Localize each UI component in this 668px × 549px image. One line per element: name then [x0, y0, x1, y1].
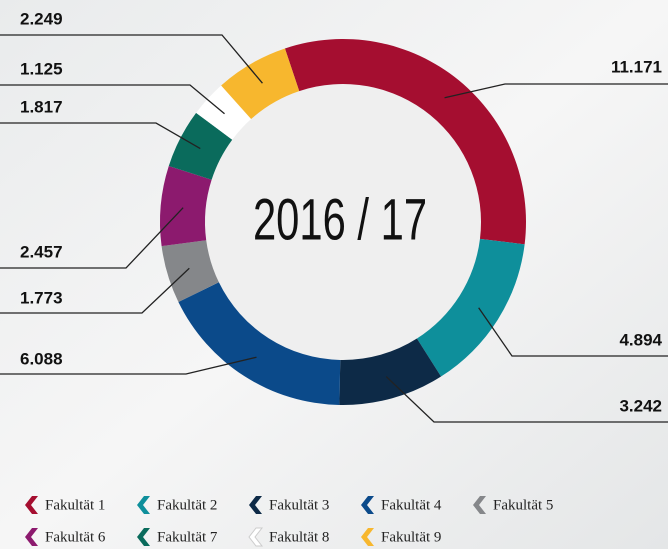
chart-title: 2016 / 17 — [253, 187, 427, 252]
leader-line — [444, 83, 668, 99]
donut-slice — [161, 240, 219, 302]
legend-swatch — [361, 496, 374, 514]
leader-line — [0, 207, 184, 269]
value-label: 1.773 — [20, 288, 63, 307]
legend-swatch — [361, 528, 374, 546]
value-label: 1.817 — [20, 97, 63, 116]
leader-line — [478, 307, 668, 357]
legend-label: Fakultät 3 — [269, 497, 329, 513]
donut-hole — [205, 84, 481, 360]
donut-slice — [284, 39, 526, 245]
leader-line — [0, 267, 190, 314]
legend-label: Fakultät 8 — [269, 529, 329, 545]
legend-swatch — [473, 496, 486, 514]
donut-slice — [178, 282, 341, 405]
legend-label: Fakultät 4 — [381, 497, 442, 513]
legend-swatch — [249, 496, 262, 514]
legend-swatch — [137, 496, 150, 514]
value-label: 2.457 — [20, 242, 63, 261]
legend-label: Fakultät 7 — [157, 529, 218, 545]
donut-slice — [221, 48, 300, 120]
value-label: 1.125 — [20, 59, 63, 78]
value-label: 2.249 — [20, 9, 63, 28]
legend-swatch — [137, 528, 150, 546]
value-label: 6.088 — [20, 349, 63, 368]
leader-line — [0, 34, 263, 84]
legend-label: Fakultät 5 — [493, 497, 553, 513]
donut-slice — [339, 338, 442, 405]
leader-line — [0, 356, 257, 375]
legend-label: Fakultät 2 — [157, 497, 217, 513]
legend-label: Fakultät 9 — [381, 529, 441, 545]
legend-swatch — [248, 527, 264, 547]
donut-slice — [160, 165, 212, 247]
legend-swatch — [25, 528, 38, 546]
value-label: 4.894 — [619, 330, 662, 349]
donut-slice — [168, 112, 233, 180]
legend-swatch — [25, 496, 38, 514]
donut-slice — [416, 238, 525, 377]
leader-line — [0, 122, 201, 150]
leader-line — [385, 376, 668, 423]
leader-line — [0, 84, 225, 115]
value-label: 11.171 — [611, 57, 662, 76]
legend-label: Fakultät 6 — [45, 529, 106, 545]
legend-label: Fakultät 1 — [45, 497, 105, 513]
value-label: 3.242 — [619, 396, 662, 415]
